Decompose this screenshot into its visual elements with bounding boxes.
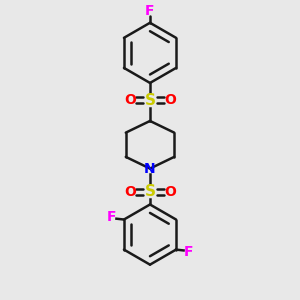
Text: O: O (164, 93, 176, 107)
Text: O: O (124, 93, 136, 107)
Text: S: S (145, 184, 155, 200)
Text: F: F (145, 4, 155, 18)
Text: N: N (144, 162, 156, 176)
Text: F: F (184, 245, 193, 259)
Text: F: F (107, 210, 116, 224)
Text: O: O (164, 185, 176, 199)
Text: O: O (124, 185, 136, 199)
Text: S: S (145, 93, 155, 108)
